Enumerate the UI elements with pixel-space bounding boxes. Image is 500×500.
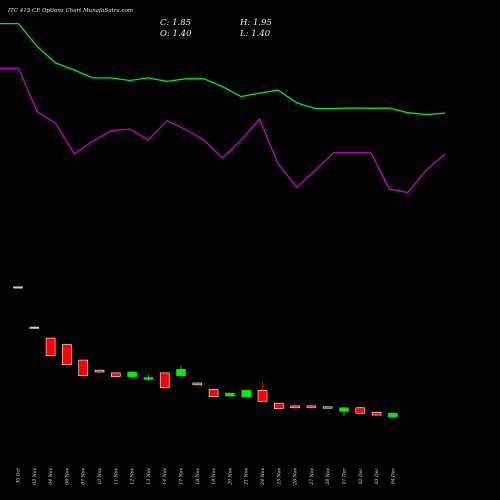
x-axis-label: 03 Nov [32,468,38,485]
low-label: L: [240,29,249,39]
x-axis-label: 18 Nov [195,468,201,485]
x-axis-label: 28 Nov [325,468,331,486]
x-axis-label: 12 Nov [130,468,136,485]
candle-body [159,372,170,388]
x-axis-label: 03 Dec [374,468,380,485]
candle-body [111,372,121,377]
candle-body [176,368,186,376]
candle-body [371,412,382,416]
x-axis-label: 14 Nov [162,468,168,485]
x-axis-label: 01 Dec [342,468,348,485]
x-axis-label: 13 Nov [146,468,152,485]
x-axis-label: 02 Dec [358,468,364,485]
candle-body [306,405,317,408]
x-axis-label: 26 Nov [293,468,299,486]
candle-body [13,286,23,289]
ohlc-close: C: 1.85 [160,18,191,28]
candle-body [45,337,56,356]
candle-body [192,382,203,386]
close-label: C: [160,18,170,28]
x-axis-label: 21 Nov [244,468,250,486]
candle-body [94,369,105,373]
high-label: H: [240,18,251,28]
candle-body [29,326,40,329]
low-value: 1.40 [251,29,271,39]
x-axis-label: 24 Nov [260,468,266,486]
candle-body [339,407,349,412]
candle-body [62,344,72,365]
x-axis-label: 17 Nov [179,468,185,485]
candle-body [290,405,300,409]
x-axis-label: 27 Nov [309,468,315,486]
indicator-line-1 [0,67,446,194]
indicator-line-0 [0,22,446,116]
x-axis-label: 06 Nov [64,468,70,485]
x-axis-label: 19 Nov [211,468,217,485]
candle-body [322,406,333,409]
x-axis-label: 04 Dec [390,468,396,485]
x-axis-label: 07 Nov [81,468,87,485]
open-label: O: [160,29,170,39]
candle-body [78,359,88,376]
x-axis-label: 11 Nov [113,468,119,485]
ohlc-high: H: 1.95 [240,18,272,28]
candle-body [225,392,235,397]
open-value: 1.40 [172,29,192,39]
x-axis-label: 04 Nov [48,468,54,485]
x-axis-label: 30 Oct [16,468,22,484]
candle-body [273,402,284,409]
candle-body [143,377,154,380]
ohlc-open: O: 1.40 [160,29,191,39]
candle-body [208,389,219,398]
x-axis-label: 20 Nov [227,468,233,486]
candle-body [388,412,398,418]
high-value: 1.95 [252,18,272,28]
x-axis-label: 25 Nov [276,468,282,486]
close-value: 1.85 [172,18,192,28]
candle-body [355,407,366,414]
chart-title: ITC 415 CE Options Chart MunafaSutra.com [8,8,134,14]
candle-body [127,371,137,377]
ohlc-low: L: 1.40 [240,29,270,39]
x-axis-label: 10 Nov [97,468,103,485]
candle-body [241,390,251,398]
candle-body [257,390,268,402]
